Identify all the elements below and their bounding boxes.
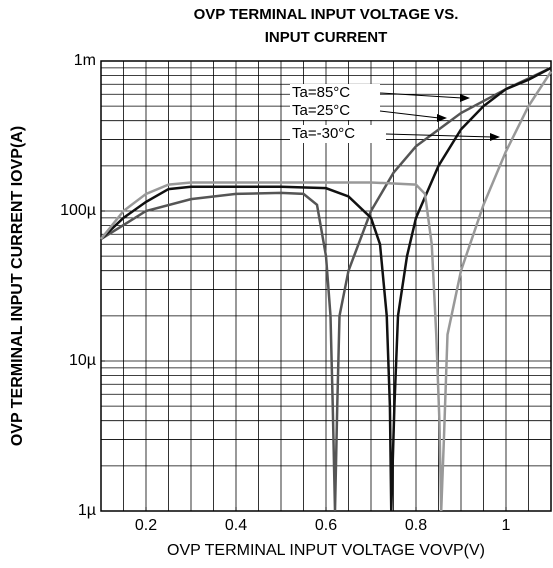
y-axis-label: OVP TERMINAL INPUT CURRENT IOVP(A)	[9, 126, 26, 446]
legend-label: Ta=85°C	[292, 84, 350, 101]
arrow-head	[437, 114, 447, 122]
arrow-head	[490, 133, 500, 141]
series-line	[100, 66, 552, 512]
y-tick-label: 1µ	[78, 502, 96, 519]
y-tick-label: 100µ	[60, 202, 96, 219]
legend-label: Ta=-30°C	[292, 125, 355, 142]
annotation-bg	[290, 102, 380, 120]
x-tick-label: 0.8	[405, 517, 427, 534]
x-tick-label: 0.4	[225, 517, 247, 534]
y-tick-label: 1m	[74, 52, 96, 69]
chart-title: OVP TERMINAL INPUT VOLTAGE VS.	[194, 6, 459, 23]
x-tick-label: 1	[502, 517, 511, 534]
series-line	[100, 70, 553, 512]
arrow-head	[460, 94, 470, 102]
x-axis-label: OVP TERMINAL INPUT VOLTAGE VOVP(V)	[167, 542, 485, 559]
annotation-arrow	[385, 133, 493, 138]
y-tick-label: 10µ	[69, 352, 96, 369]
x-tick-label: 0.2	[135, 517, 157, 534]
chart-title: INPUT CURRENT	[265, 29, 388, 46]
annotation-arrow	[379, 110, 440, 119]
plot-frame	[100, 60, 552, 512]
series-line	[100, 66, 552, 512]
x-tick-label: 0.6	[315, 517, 337, 534]
annotation-arrow	[379, 92, 463, 99]
legend-label: Ta=25°C	[292, 102, 350, 119]
annotation-bg	[290, 125, 386, 143]
annotation-bg	[290, 84, 380, 102]
